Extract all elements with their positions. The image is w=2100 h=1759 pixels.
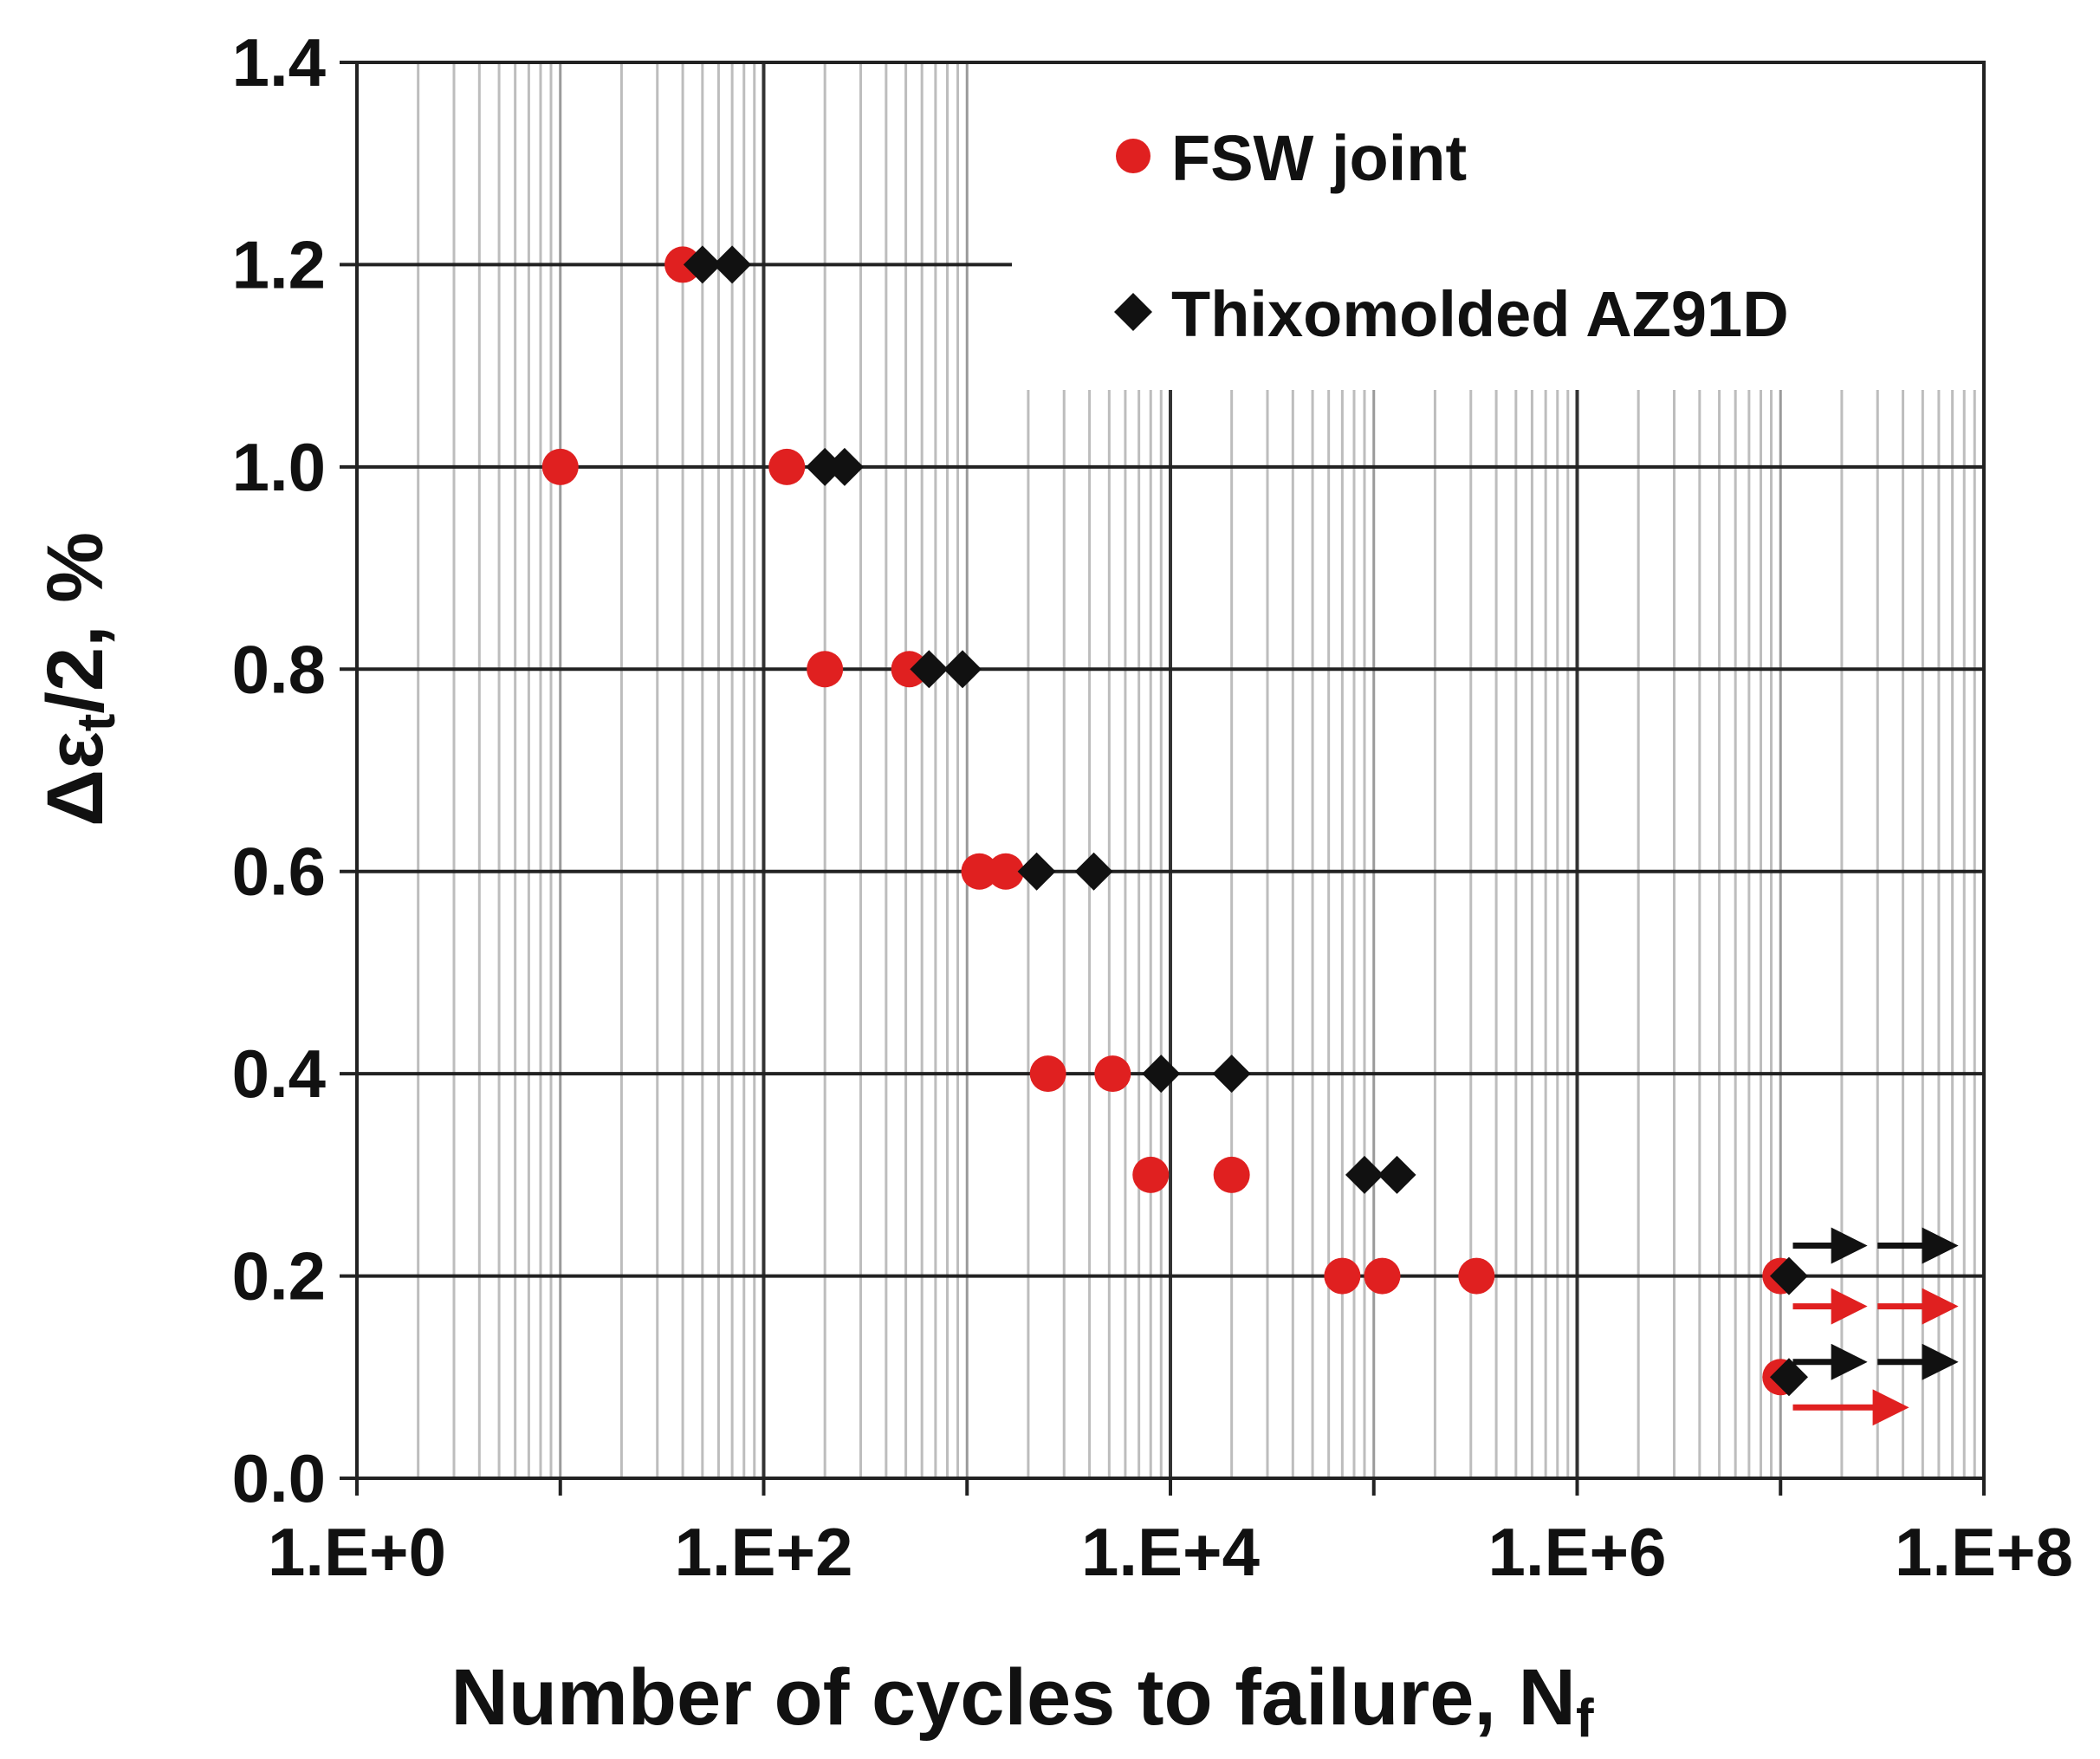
legend-fsw-label: FSW joint bbox=[1171, 122, 1467, 194]
y-tick-label: 1.2 bbox=[232, 226, 326, 302]
fsw-joint-point bbox=[1132, 1156, 1170, 1193]
fsw-joint-point bbox=[1094, 1055, 1131, 1093]
thixomolded-point bbox=[1017, 852, 1056, 891]
fsw-joint-point bbox=[807, 651, 844, 688]
data-points bbox=[541, 245, 1808, 1397]
legend-thixo-label: Thixomolded AZ91D bbox=[1171, 278, 1789, 350]
legend-box bbox=[1012, 64, 1982, 390]
thixomolded-point bbox=[1377, 1155, 1416, 1194]
fsw-joint-point bbox=[1029, 1055, 1066, 1093]
y-tick-label: 0.8 bbox=[232, 631, 326, 707]
fsw-joint-point bbox=[1458, 1257, 1495, 1295]
y-tick-label: 0.2 bbox=[232, 1238, 326, 1314]
x-tick-label: 1.E+8 bbox=[1895, 1514, 2073, 1590]
fsw-joint-point bbox=[1364, 1257, 1401, 1295]
y-axis-title-subscript: t bbox=[67, 714, 126, 732]
thixomolded-point bbox=[713, 245, 752, 284]
fsw-joint-point bbox=[768, 448, 806, 485]
fsw-joint-point bbox=[891, 651, 928, 688]
fsw-joint-point bbox=[1324, 1257, 1361, 1295]
y-tick-label: 0.6 bbox=[232, 834, 326, 910]
y-axis-title-symbol: Δε bbox=[31, 731, 120, 827]
legend-thixo-marker bbox=[1114, 293, 1152, 331]
y-tick-label: 1.0 bbox=[232, 429, 326, 505]
y-tick-label: 0.4 bbox=[232, 1035, 326, 1112]
y-axis-tick-labels: 0.0 0.2 0.4 0.6 0.8 1.0 1.2 1.4 bbox=[232, 24, 326, 1516]
fsw-joint-point bbox=[664, 246, 702, 283]
thixomolded-point bbox=[806, 447, 845, 486]
y-axis-title: Δεt/2, % bbox=[31, 532, 126, 827]
thixomolded-point bbox=[1769, 1256, 1808, 1295]
thixomolded-point bbox=[1212, 1055, 1251, 1094]
thixomolded-point bbox=[910, 650, 949, 689]
y-tick-label: 1.4 bbox=[232, 24, 326, 101]
x-tick-label: 1.E+2 bbox=[674, 1514, 852, 1590]
x-tick-label: 1.E+6 bbox=[1488, 1514, 1666, 1590]
runout-arrows bbox=[1792, 1227, 1959, 1426]
thixomolded-point bbox=[825, 447, 864, 486]
fsw-joint-point bbox=[541, 448, 579, 485]
axis-tick-marks bbox=[340, 61, 1986, 1496]
thixomolded-point bbox=[1142, 1055, 1181, 1094]
thixomolded-point bbox=[1345, 1155, 1384, 1194]
x-axis-title: Number of cycles to failure, Nf bbox=[450, 1653, 1594, 1749]
thixomolded-point bbox=[1769, 1358, 1808, 1397]
fsw-joint-point bbox=[987, 853, 1024, 890]
x-tick-label: 1.E+0 bbox=[268, 1514, 446, 1590]
y-axis-title-suffix: /2, % bbox=[31, 532, 120, 714]
fsw-joint-point bbox=[1213, 1156, 1250, 1193]
fsw-joint-point bbox=[961, 853, 998, 890]
thixomolded-point bbox=[943, 650, 982, 689]
y-tick-label: 0.0 bbox=[232, 1440, 326, 1516]
x-axis-tick-labels: 1.E+0 1.E+2 1.E+4 1.E+6 1.E+8 bbox=[268, 1514, 2073, 1590]
legend: FSW joint Thixomolded AZ91D bbox=[1114, 122, 1789, 350]
x-axis-title-subscript: f bbox=[1576, 1689, 1594, 1749]
x-tick-label: 1.E+4 bbox=[1081, 1514, 1260, 1590]
thixomolded-point bbox=[1074, 852, 1113, 891]
legend-fsw-marker bbox=[1116, 139, 1150, 173]
x-axis-title-text: Number of cycles to failure, N bbox=[450, 1653, 1576, 1742]
thixomolded-point bbox=[683, 245, 722, 284]
